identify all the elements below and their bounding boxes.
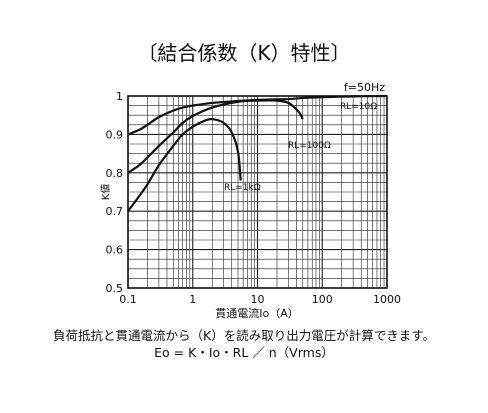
plot-frame [127, 95, 388, 289]
series-label-rl100: RL=100Ω [288, 141, 331, 151]
y-tick-label: 0.7 [106, 205, 124, 218]
x-tick-label: 10 [251, 293, 265, 306]
y-tick-label: 0.9 [106, 128, 124, 141]
series-line-3 [127, 117, 242, 212]
y-axis-label: K値 [99, 184, 112, 201]
y-tick-label: 1 [116, 90, 123, 103]
chart-title: 〔結合係数（K）特性〕 [137, 41, 350, 65]
series-label-rl10: RL=10Ω [340, 102, 377, 112]
freq-annotation: f=50Hz [344, 81, 385, 94]
x-tick-label: 1000 [373, 293, 401, 306]
y-tick-label: 0.5 [106, 282, 124, 295]
x-tick-label: 100 [312, 293, 333, 306]
x-tick-label: 1 [189, 293, 196, 306]
tick-labels: 0.1 1 10 100 1000 0.5 0.6 0.7 0.8 0.9 1 [106, 90, 402, 306]
y-tick-label: 0.6 [106, 244, 124, 257]
footer-formula: Eo = K・Io・RL ／ n（Vrms） [154, 345, 334, 360]
series-label-rl1k: RL=1kΩ [224, 183, 261, 193]
series-line-1 [127, 94, 388, 136]
footer-text-line1: 負荷抵抗と貫通電流から（K）を読み取り出力電圧が計算できます。 [53, 328, 435, 343]
series-lines [127, 94, 388, 212]
y-tick-label: 0.8 [106, 167, 124, 180]
series-line-2 [127, 99, 304, 174]
x-axis-label: 貫通電流Io（A） [215, 306, 299, 320]
x-tick-label: 0.1 [119, 293, 137, 306]
